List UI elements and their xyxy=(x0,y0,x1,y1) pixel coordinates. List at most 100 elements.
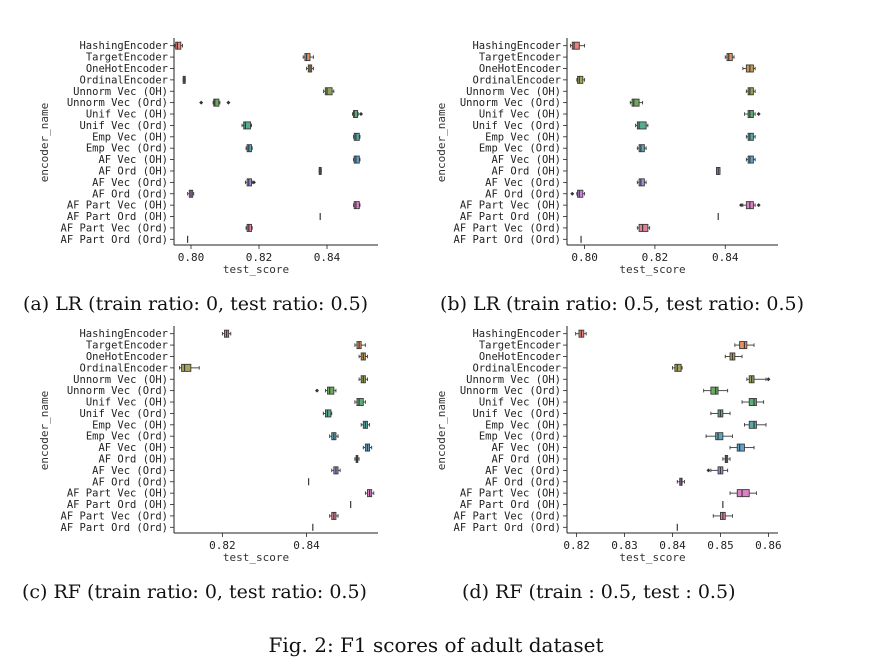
y-tick-label: OrdinalEncoder xyxy=(472,74,561,86)
y-tick-label: Emp Vec (Ord) xyxy=(86,143,168,155)
box-0 xyxy=(221,329,232,338)
caption-a: (a) LR (train ratio: 0, test ratio: 0.5) xyxy=(23,293,369,315)
y-tick-label: Unnorm Vec (OH) xyxy=(466,86,561,98)
box-14 xyxy=(739,201,761,210)
box-13 xyxy=(570,189,586,198)
x-tick-label: 0.80 xyxy=(571,251,598,264)
y-tick-label: Unif Vec (OH) xyxy=(479,397,561,409)
box-12 xyxy=(706,466,729,475)
x-tick-label: 0.85 xyxy=(707,539,734,552)
box-5 xyxy=(703,386,729,395)
y-tick-label: TargetEncoder xyxy=(86,340,168,352)
box-7 xyxy=(241,121,252,130)
x-tick-label: 0.82 xyxy=(209,539,236,552)
box-10 xyxy=(745,155,756,164)
chart-panel-b: HashingEncoder TargetEncoder OneHotEncoder… xyxy=(425,30,805,280)
y-tick-label: AF Ord (Ord) xyxy=(92,476,168,488)
box-5 xyxy=(315,386,337,395)
box-5 xyxy=(629,98,644,107)
box-14 xyxy=(364,489,375,498)
box-16 xyxy=(245,223,253,232)
box-3 xyxy=(179,363,200,372)
y-tick-label: AF Vec (OH) xyxy=(98,442,168,454)
box-1 xyxy=(354,341,366,350)
x-tick-label: 0.84 xyxy=(314,251,341,264)
outlier-point xyxy=(756,203,761,208)
y-tick-label: Unnorm Vec (Ord) xyxy=(460,385,561,397)
y-tick-label: TargetEncoder xyxy=(479,340,561,352)
box-16 xyxy=(712,511,733,520)
y-tick-label: AF Vec (OH) xyxy=(98,154,168,166)
y-axis-label: encoder_name xyxy=(38,391,51,470)
box-11 xyxy=(722,454,731,463)
y-axis-label: encoder_name xyxy=(38,103,51,182)
axes: HashingEncoderTargetEncoderOneHotEncoder… xyxy=(454,38,778,264)
box-rect xyxy=(748,398,757,407)
box-2 xyxy=(724,352,743,361)
y-tick-label: Unif Vec (Ord) xyxy=(472,120,561,132)
box-rect xyxy=(726,53,733,62)
y-tick-label: Emp Vec (OH) xyxy=(485,131,561,143)
x-axis-label: test_score xyxy=(223,263,289,276)
box-rect xyxy=(304,53,311,62)
y-tick-label: AF Part Vec (OH) xyxy=(67,200,168,212)
box-4 xyxy=(746,375,771,384)
axes: HashingEncoderTargetEncoderOneHotEncoder… xyxy=(61,38,378,264)
y-tick-label: HashingEncoder xyxy=(79,328,168,340)
y-tick-label: AF Part Vec (OH) xyxy=(460,200,561,212)
box-0 xyxy=(575,329,587,338)
box-rect xyxy=(631,98,640,107)
y-tick-label: AF Vec (OH) xyxy=(491,442,561,454)
x-tick-label: 0.80 xyxy=(178,251,205,264)
y-tick-label: Emp Vec (OH) xyxy=(485,419,561,431)
axes: HashingEncoderTargetEncoderOneHotEncoder… xyxy=(454,326,782,552)
outlier-point xyxy=(226,100,231,105)
chart-panel-d: HashingEncoder TargetEncoder OneHotEncoder… xyxy=(425,318,805,568)
caption-c: (c) RF (train ratio: 0, test ratio: 0.5) xyxy=(22,581,367,603)
box-7 xyxy=(322,409,333,418)
y-tick-label: Emp Vec (OH) xyxy=(92,419,168,431)
outlier-point xyxy=(739,203,744,208)
box-rect xyxy=(748,420,757,429)
box-9 xyxy=(245,144,253,153)
y-axis-label: encoder_name xyxy=(435,103,448,182)
caption-d: (d) RF (train : 0.5, test : 0.5) xyxy=(462,581,736,603)
x-tick-label: 0.83 xyxy=(611,539,638,552)
box-rect xyxy=(324,87,333,96)
box-rect xyxy=(747,110,754,119)
y-tick-label: Unnorm Vec (OH) xyxy=(73,374,168,386)
y-axis-label: encoder_name xyxy=(435,391,448,470)
x-tick-label: 0.84 xyxy=(293,539,320,552)
box-8 xyxy=(360,420,371,429)
y-tick-label: OneHotEncoder xyxy=(479,351,561,363)
box-4 xyxy=(745,87,756,96)
box-16 xyxy=(636,223,651,232)
chart-panel-a: HashingEncoder TargetEncoder OneHotEncoder… xyxy=(0,30,380,280)
y-tick-label: Unif Vec (OH) xyxy=(86,109,168,121)
y-tick-label: HashingEncoder xyxy=(472,40,561,52)
box-16 xyxy=(329,511,339,520)
box-4 xyxy=(323,87,335,96)
y-tick-label: Unif Vec (Ord) xyxy=(79,120,168,132)
outlier-point xyxy=(251,180,256,185)
y-tick-label: Unnorm Vec (Ord) xyxy=(460,97,561,109)
box-7 xyxy=(710,409,731,418)
y-tick-label: Unnorm Vec (Ord) xyxy=(67,385,168,397)
y-tick-label: OneHotEncoder xyxy=(86,63,168,75)
chart-c-svg: HashingEncoderTargetEncoderOneHotEncoder… xyxy=(38,326,378,564)
y-tick-label: Emp Vec (Ord) xyxy=(479,143,561,155)
box-6 xyxy=(352,110,363,119)
box-3 xyxy=(672,363,683,372)
box-13 xyxy=(676,477,685,486)
y-tick-label: AF Ord (OH) xyxy=(491,453,561,465)
box-14 xyxy=(353,201,361,210)
y-tick-label: AF Vec (OH) xyxy=(491,154,561,166)
box-rect xyxy=(353,155,360,164)
y-tick-label: AF Ord (Ord) xyxy=(485,476,561,488)
y-tick-label: Unif Vec (OH) xyxy=(86,397,168,409)
box-rect xyxy=(638,178,645,187)
y-tick-label: TargetEncoder xyxy=(86,52,168,64)
box-rect xyxy=(747,155,754,164)
box-11 xyxy=(354,454,360,463)
x-axis-label: test_score xyxy=(619,263,685,276)
